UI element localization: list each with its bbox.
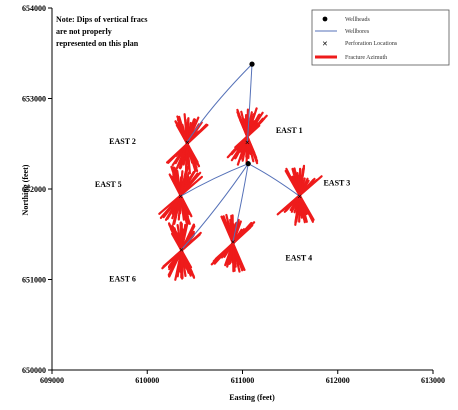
x-axis-title: Easting (feet) [229,393,275,402]
fracture-fan [161,220,202,281]
wellhead-marker [249,61,255,67]
legend-perforations: Perforation Locations [345,40,398,47]
y-tick-label: 650000 [22,366,46,375]
y-tick-label: 654000 [22,4,46,13]
well-label: EAST 5 [95,180,122,189]
y-tick-label: 653000 [22,95,46,104]
well-label: EAST 2 [109,137,136,146]
legend-perforation-symbol: ✕ [322,40,328,48]
note: Note: Dips of vertical fracs are not pro… [56,15,148,48]
x-tick-label: 609000 [40,376,64,385]
fracture-fan [210,213,256,273]
perforation-marker: ✕ [230,239,235,246]
axes: 609000 610000 611000 612000 613000 650000 6510… [22,4,445,385]
x-tick-label: 612000 [326,376,350,385]
wellhead-marker [245,161,251,167]
y-tick-label: 651000 [22,276,46,285]
wellbore-path [180,163,249,197]
fracture-fan [166,113,209,175]
fracture-line [166,123,209,164]
legend-wellbores: Wellbores [345,29,370,35]
wellbore-path [232,163,249,242]
wells-layer: ✕ ✕ ✕ ✕ ✕ ✕ [178,61,302,254]
wellbore-path [186,63,253,143]
note-line-3: represented on this plan [56,39,139,48]
fracture-fan [276,164,323,226]
well-label: EAST 1 [276,126,303,135]
x-tick-label: 610000 [135,376,159,385]
x-tick-label: 611000 [231,376,255,385]
x-tick-label: 613000 [421,376,445,385]
note-line-2: are not properly [56,27,112,36]
perforation-marker: ✕ [178,194,183,201]
fracture-line [292,176,307,215]
wellbore-path [247,163,300,197]
legend: Wellheads Wellbores ✕ Perforation Locati… [311,9,450,66]
note-line-1: Note: Dips of vertical fracs [56,15,148,24]
well-label: EAST 3 [323,178,350,187]
fracture-line [230,218,236,269]
fracture-line [173,165,188,225]
y-tick-label: 652000 [22,185,46,194]
perforation-marker: ✕ [179,247,184,254]
perforation-marker: ✕ [245,139,250,146]
fracture-fan [158,165,203,225]
fracture-line [171,231,193,270]
wellbore-path [181,163,249,250]
wellbore-path [246,64,253,142]
legend-wellhead-symbol [322,16,328,22]
legend-wellheads: Wellheads [345,17,371,23]
labels-layer: EAST 1 EAST 2 EAST 3 EAST 4 EAST 5 EAST 6 [95,126,350,283]
perforation-marker: ✕ [297,194,302,201]
well-label: EAST 4 [285,253,312,262]
y-axis-title: Northing (feet) [21,164,30,215]
legend-fracture-azimuth: Fracture Azimuth [345,55,387,61]
perforation-marker: ✕ [185,139,190,146]
well-label: EAST 6 [109,274,136,283]
